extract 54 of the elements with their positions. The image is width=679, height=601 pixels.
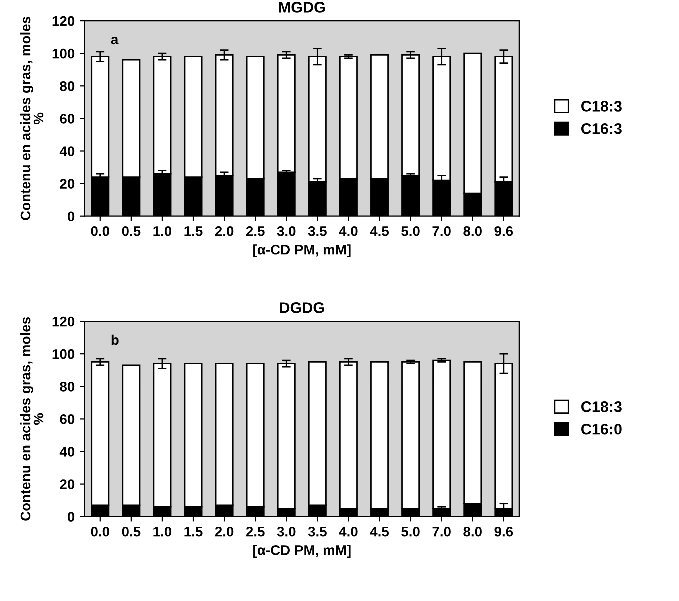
legend-label: C18:3 <box>582 101 622 112</box>
x-tick-label: 3.5 <box>308 526 327 537</box>
chart-title: MGDG <box>279 2 325 13</box>
x-tick-label: 8.0 <box>464 226 482 236</box>
x-tick-label: 4.0 <box>339 526 358 537</box>
y-tick-label: 120 <box>52 316 75 327</box>
x-tick-label: 0.0 <box>91 526 110 537</box>
x-tick-label: 9.6 <box>494 226 514 236</box>
x-axis-title: [α-CD PM, mM] <box>254 244 351 258</box>
y-tick-label: 100 <box>52 48 75 59</box>
x-tick-label: 4.5 <box>370 226 390 236</box>
y-tick-label: 80 <box>60 382 75 392</box>
y-tick-label: 20 <box>60 179 75 189</box>
legend-label: C16:0 <box>582 424 622 435</box>
x-tick-label: 1.0 <box>154 226 172 236</box>
y-axis-title: Contenu en acides gras, moles % <box>20 317 44 521</box>
x-tick-label: 4.0 <box>339 226 358 236</box>
y-tick-label: 0 <box>68 512 75 522</box>
annotation: b <box>112 334 119 346</box>
x-tick-label: 5.0 <box>402 526 420 537</box>
y-tick-label: 0 <box>68 212 75 222</box>
x-tick-label: 3.0 <box>277 226 296 236</box>
y-tick-label: 120 <box>52 16 75 26</box>
y-tick-label: 60 <box>60 414 75 424</box>
x-tick-label: 2.5 <box>246 226 265 236</box>
x-tick-label: 0.5 <box>122 526 141 537</box>
chart-title: DGDG <box>280 302 324 314</box>
y-tick-label: 40 <box>60 146 75 156</box>
x-tick-label: 3.5 <box>308 226 327 236</box>
x-tick-label: 0.5 <box>122 226 141 236</box>
legend-label: C18:3 <box>582 402 622 412</box>
x-tick-label: 2.5 <box>246 526 265 537</box>
y-tick-label: 80 <box>60 81 75 92</box>
x-tick-label: 2.0 <box>215 526 234 537</box>
x-tick-label: 1.0 <box>154 526 172 537</box>
x-tick-label: 4.5 <box>370 527 390 537</box>
y-tick-label: 100 <box>52 349 75 360</box>
y-tick-label: 40 <box>60 447 75 457</box>
x-tick-label: 7.0 <box>432 526 451 537</box>
x-tick-label: 1.5 <box>184 226 203 236</box>
x-tick-label: 2.0 <box>215 226 234 236</box>
legend-label: C16:3 <box>582 123 622 134</box>
y-axis-title: Contenu en acides gras, moles % <box>20 16 44 220</box>
x-tick-label: 3.0 <box>277 526 296 537</box>
x-tick-label: 0.0 <box>91 226 110 236</box>
x-axis-title: [α-CD PM, mM] <box>254 545 351 558</box>
x-tick-label: 9.6 <box>494 526 514 537</box>
y-tick-label: 20 <box>60 480 75 490</box>
x-tick-label: 7.0 <box>432 226 451 236</box>
x-tick-label: 5.0 <box>402 226 420 236</box>
x-tick-label: 1.5 <box>184 527 203 537</box>
annotation: a <box>111 37 119 45</box>
y-tick-label: 60 <box>60 114 75 124</box>
x-tick-label: 8.0 <box>464 526 482 537</box>
